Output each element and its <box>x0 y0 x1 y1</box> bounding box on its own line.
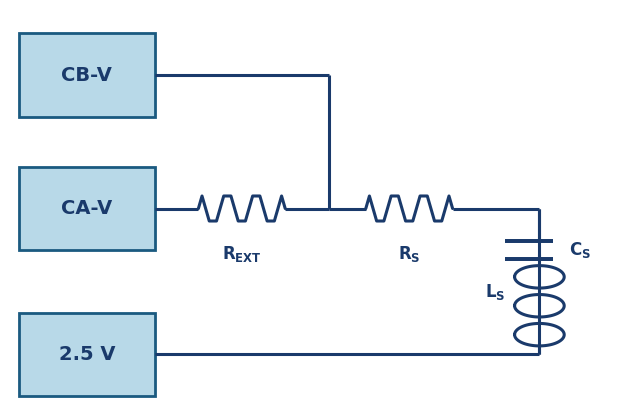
FancyBboxPatch shape <box>19 167 155 250</box>
Text: $\mathbf{L_S}$: $\mathbf{L_S}$ <box>485 282 505 302</box>
Text: 2.5 V: 2.5 V <box>58 345 115 364</box>
Text: CB-V: CB-V <box>61 65 112 85</box>
Text: $\mathbf{R_{EXT}}$: $\mathbf{R_{EXT}}$ <box>222 244 262 264</box>
Text: CA-V: CA-V <box>61 199 112 218</box>
Text: $\mathbf{C_S}$: $\mathbf{C_S}$ <box>569 240 591 260</box>
FancyBboxPatch shape <box>19 313 155 396</box>
FancyBboxPatch shape <box>19 33 155 117</box>
Text: $\mathbf{R_S}$: $\mathbf{R_S}$ <box>398 244 420 264</box>
